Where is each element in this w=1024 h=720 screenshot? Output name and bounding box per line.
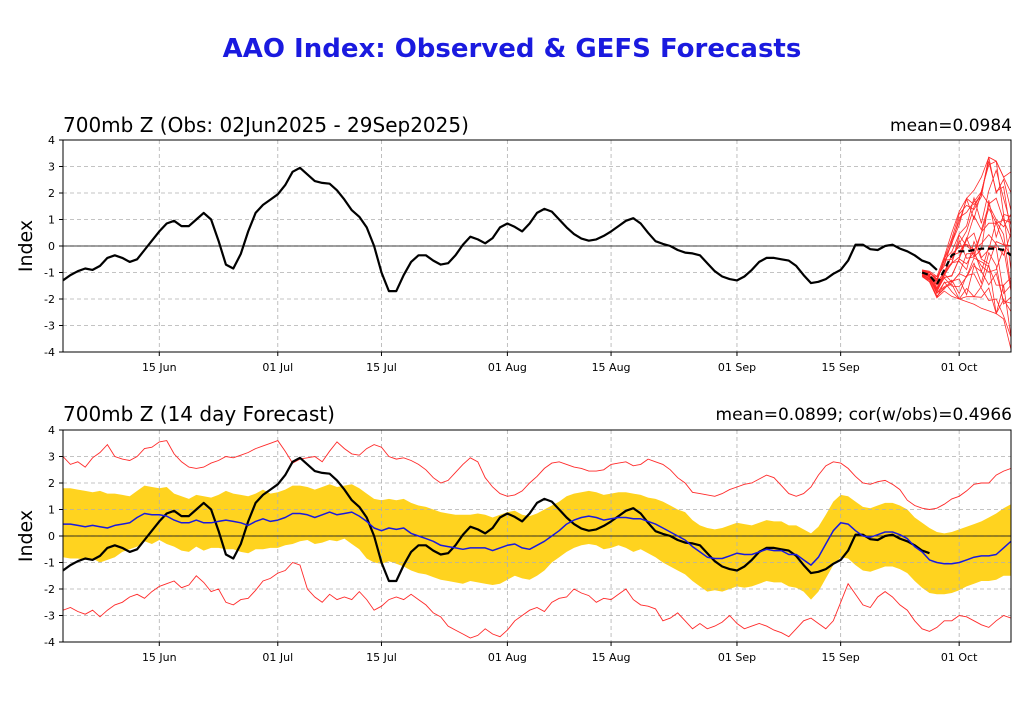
- panel1-title: 700mb Z (Obs: 02Jun2025 - 29Sep2025): [63, 113, 469, 137]
- ensemble-member-line: [921, 248, 1011, 292]
- panel2-title: 700mb Z (14 day Forecast): [63, 402, 335, 426]
- x-tick-label: 01 Oct: [941, 651, 978, 664]
- y-tick-label: 2: [48, 477, 55, 490]
- x-tick-label: 15 Jun: [142, 651, 177, 664]
- panel1-stat: mean=0.0984: [890, 116, 1012, 136]
- x-tick-label: 15 Aug: [592, 651, 631, 664]
- y-tick-label: -2: [44, 293, 55, 306]
- y-tick-label: 3: [48, 451, 55, 464]
- x-tick-label: 01 Aug: [488, 361, 527, 374]
- x-tick-label: 15 Jul: [366, 361, 397, 374]
- y-tick-label: 1: [48, 214, 55, 227]
- y-tick-label: -1: [44, 267, 55, 280]
- x-tick-label: 01 Jul: [262, 651, 293, 664]
- x-tick-label: 15 Sep: [822, 361, 860, 374]
- y-tick-label: -4: [44, 346, 55, 359]
- x-tick-label: 01 Oct: [941, 361, 978, 374]
- observed-line: [63, 456, 930, 583]
- x-tick-label: 15 Jul: [366, 651, 397, 664]
- ensemble-member-line: [921, 203, 1011, 284]
- panel-2-plot: -4 -3 -2 -1 0 1 2 3 4 15 Jun 01 Jul 15 Jul 01 Aug 15 …: [44, 424, 1012, 664]
- ensemble-member-line: [922, 156, 1011, 278]
- figure-title: AAO Index: Observed & GEFS Forecasts: [222, 34, 802, 64]
- y-tick-label: -3: [44, 610, 55, 623]
- y-tick-label: 2: [48, 187, 55, 200]
- y-tick-label: -3: [44, 320, 55, 333]
- x-tick-label: 15 Aug: [592, 361, 631, 374]
- y-tick-label: 4: [48, 134, 55, 147]
- y-tick-label: 4: [48, 424, 55, 437]
- ensemble-member-line: [921, 240, 1011, 293]
- ensemble-member-line: [921, 157, 1011, 281]
- y-tick-label: 3: [48, 161, 55, 174]
- ensemble-max-line: [63, 440, 1011, 510]
- y-tick-label: 0: [48, 240, 55, 253]
- ensemble-member-line: [921, 273, 1011, 338]
- x-tick-label: 01 Sep: [718, 361, 756, 374]
- panel2-stat: mean=0.0899; cor(w/obs)=0.4966: [715, 405, 1012, 425]
- forecast-mean-line: [63, 511, 1011, 566]
- x-tick-label: 01 Aug: [488, 651, 527, 664]
- y-tick-label: -1: [44, 557, 55, 570]
- y-tick-label: 0: [48, 530, 55, 543]
- panel-1-plot: -4 -3 -2 -1 0 1 2 3 4 15 Jun 01 Jul 15 Jul 01 Aug 15 …: [44, 134, 1012, 374]
- spread-band: [63, 484, 1011, 600]
- ensemble-member-line: [921, 200, 1011, 285]
- x-tick-label: 15 Jun: [142, 361, 177, 374]
- x-tick-label: 01 Jul: [262, 361, 293, 374]
- y-tick-label: -2: [44, 583, 55, 596]
- ensemble-min-line: [63, 561, 1011, 639]
- observed-line: [63, 166, 938, 293]
- y-tick-label: 1: [48, 504, 55, 517]
- x-tick-label: 01 Sep: [718, 651, 756, 664]
- ensemble-member-line: [921, 276, 1011, 350]
- ensemble-member-line: [921, 160, 1011, 278]
- x-tick-label: 15 Sep: [822, 651, 860, 664]
- ensemble-member-line: [921, 207, 1011, 289]
- y-tick-label: -4: [44, 636, 55, 649]
